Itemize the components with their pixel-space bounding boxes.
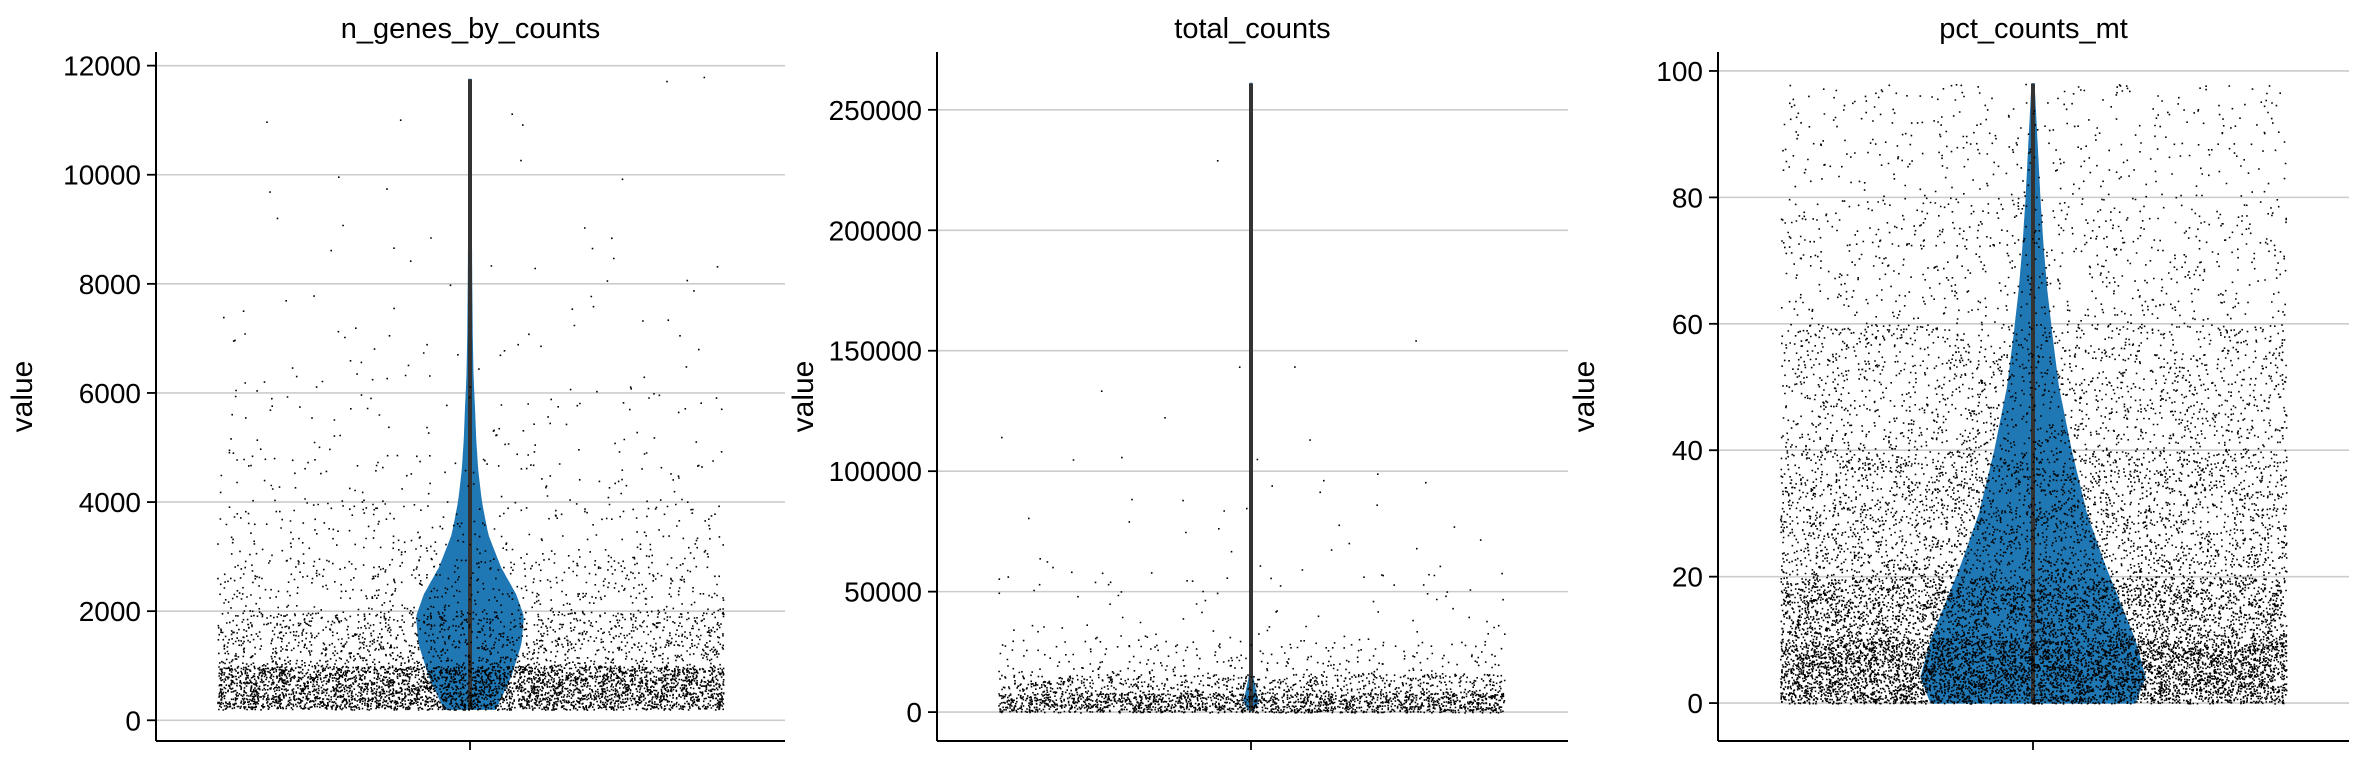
panel-total-counts: 0 50000 100000 150000 200000 250000 total_cou… xyxy=(787,13,1568,750)
panel-n-genes-by-counts: 0 2000 4000 6000 8000 10000 12000 n_genes_by_c… xyxy=(6,13,785,750)
y-axis-label: value xyxy=(1568,361,1601,433)
panel-title: total_counts xyxy=(1174,13,1330,45)
y-tick-label: 0 xyxy=(125,705,141,736)
y-tick-label: 4000 xyxy=(79,487,141,518)
y-tick-label: 200000 xyxy=(829,215,922,246)
y-tick-label: 50000 xyxy=(844,577,922,608)
y-tick-label: 6000 xyxy=(79,378,141,409)
y-tick-label: 8000 xyxy=(79,269,141,300)
panel-title: n_genes_by_counts xyxy=(341,13,601,45)
y-axis-label: value xyxy=(6,361,39,433)
strip-points xyxy=(217,76,725,711)
panel-title: pct_counts_mt xyxy=(1939,13,2128,45)
y-tick-label: 40 xyxy=(1672,435,1703,466)
y-tick-label: 100000 xyxy=(829,456,922,487)
y-tick-label: 60 xyxy=(1672,309,1703,340)
y-tick-label: 250000 xyxy=(829,95,922,126)
y-tick-label: 2000 xyxy=(79,596,141,627)
y-tick-label: 10000 xyxy=(63,160,141,191)
y-tick-label: 20 xyxy=(1672,562,1703,593)
y-tick-label: 0 xyxy=(906,697,922,728)
panel-pct-counts-mt: 0 20 40 60 80 100 pct_counts_mt value xyxy=(1568,13,2349,750)
y-tick-label: 150000 xyxy=(829,336,922,367)
y-tick-label: 80 xyxy=(1672,182,1703,213)
y-tick-label: 0 xyxy=(1687,688,1703,719)
y-tick-label: 12000 xyxy=(63,51,141,82)
y-axis-label: value xyxy=(787,361,820,433)
y-tick-label: 100 xyxy=(1656,56,1703,87)
